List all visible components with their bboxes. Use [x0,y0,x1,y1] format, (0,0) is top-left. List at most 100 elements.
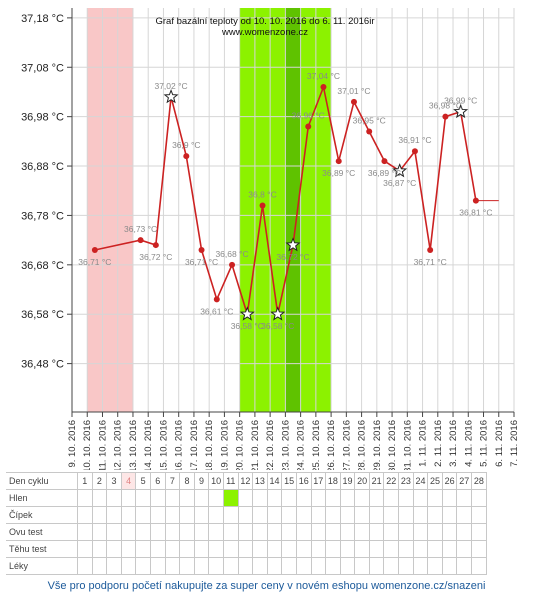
table-cell[interactable] [222,540,239,558]
table-cell[interactable] [412,540,429,558]
table-cell[interactable] [354,540,370,558]
table-cell[interactable] [164,557,181,575]
table-cell[interactable] [266,557,283,575]
table-cell[interactable] [106,489,122,507]
table-cell[interactable] [354,523,370,541]
table-cell[interactable] [77,506,93,524]
table-cell[interactable] [208,523,224,541]
table-cell[interactable] [354,506,370,524]
table-cell[interactable] [456,523,473,541]
table-cell[interactable] [120,489,137,507]
table-cell[interactable] [252,540,268,558]
table-cell[interactable] [383,540,400,558]
table-cell[interactable] [193,523,210,541]
table-cell[interactable] [471,506,487,524]
table-cell[interactable] [237,540,254,558]
table-cell[interactable] [120,540,137,558]
table-cell[interactable] [281,523,297,541]
table-cell[interactable] [135,540,151,558]
table-cell[interactable] [252,523,268,541]
table-cell[interactable] [281,540,297,558]
table-cell[interactable] [310,523,327,541]
table-cell[interactable] [106,506,122,524]
table-cell[interactable] [193,506,210,524]
table-cell[interactable] [252,489,268,507]
table-cell[interactable] [149,489,166,507]
table-cell[interactable] [193,557,210,575]
table-cell[interactable] [412,523,429,541]
table-cell[interactable] [441,489,458,507]
table-cell[interactable] [310,540,327,558]
table-cell[interactable] [164,489,181,507]
table-cell[interactable] [310,557,327,575]
table-cell[interactable] [325,540,341,558]
table-cell[interactable] [237,506,254,524]
table-cell[interactable] [120,523,137,541]
table-cell[interactable] [266,489,283,507]
table-cell[interactable] [368,557,385,575]
table-cell[interactable] [91,557,108,575]
table-cell[interactable] [91,489,108,507]
table-cell[interactable] [91,523,108,541]
table-cell[interactable] [412,557,429,575]
table-cell[interactable] [222,557,239,575]
table-cell[interactable] [135,489,151,507]
table-cell[interactable] [325,506,341,524]
table-cell[interactable] [252,506,268,524]
table-cell[interactable] [456,557,473,575]
table-cell[interactable] [164,523,181,541]
table-cell[interactable] [135,506,151,524]
table-cell[interactable] [398,557,414,575]
footer-link[interactable]: Vše pro podporu početí nakupujte za supe… [47,580,486,592]
table-cell[interactable] [91,540,108,558]
table-cell[interactable] [266,540,283,558]
table-cell[interactable] [208,557,224,575]
table-cell[interactable] [237,489,254,507]
table-cell[interactable] [339,489,356,507]
table-cell[interactable] [77,540,93,558]
table-cell[interactable] [281,489,297,507]
table-cell[interactable] [164,540,181,558]
table-cell[interactable] [179,489,195,507]
table-cell[interactable] [222,523,239,541]
table-cell[interactable] [427,540,443,558]
table-cell[interactable] [310,506,327,524]
table-cell[interactable] [179,557,195,575]
table-cell[interactable] [281,506,297,524]
table-cell[interactable] [441,540,458,558]
table-cell[interactable] [295,523,312,541]
table-cell[interactable] [120,506,137,524]
table-cell[interactable] [368,489,385,507]
table-cell[interactable] [164,506,181,524]
table-cell[interactable] [310,489,327,507]
table-cell[interactable] [427,523,443,541]
table-cell[interactable] [441,557,458,575]
table-cell[interactable] [106,523,122,541]
table-cell[interactable] [237,557,254,575]
table-cell[interactable] [441,506,458,524]
table-cell[interactable] [295,489,312,507]
table-cell[interactable] [149,557,166,575]
table-cell[interactable] [135,557,151,575]
table-cell[interactable] [77,489,93,507]
table-cell[interactable] [339,506,356,524]
table-cell[interactable] [427,489,443,507]
table-cell[interactable] [383,557,400,575]
table-cell[interactable] [179,523,195,541]
table-cell[interactable] [456,540,473,558]
table-cell[interactable] [77,557,93,575]
table-cell[interactable] [149,540,166,558]
table-cell[interactable] [325,489,341,507]
table-cell[interactable] [252,557,268,575]
table-cell[interactable] [77,523,93,541]
table-cell[interactable] [398,506,414,524]
table-cell[interactable] [471,540,487,558]
table-cell[interactable] [295,540,312,558]
table-cell[interactable] [398,540,414,558]
table-cell[interactable] [266,506,283,524]
table-cell[interactable] [208,540,224,558]
table-cell[interactable] [383,523,400,541]
table-cell[interactable] [339,540,356,558]
table-cell[interactable] [106,557,122,575]
table-cell[interactable] [266,523,283,541]
